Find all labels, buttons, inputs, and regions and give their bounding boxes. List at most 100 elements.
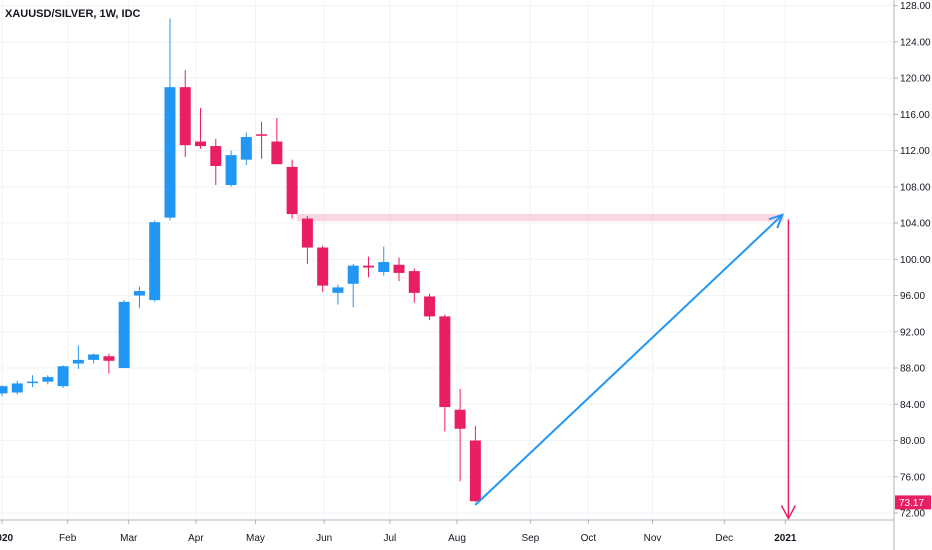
candle [149, 220, 161, 302]
candle [256, 121, 268, 159]
x-tick-label: Mar [120, 533, 138, 544]
y-tick-label: 80.00 [900, 436, 925, 447]
candle [286, 159, 298, 219]
candle-body [133, 291, 145, 296]
candle [332, 284, 344, 305]
x-tick-label: Sep [521, 533, 539, 544]
x-tick-label: Feb [59, 533, 77, 544]
y-tick-label: 104.00 [900, 219, 931, 230]
x-tick-label: Jul [383, 533, 396, 544]
chart-title: XAUUSD/SILVER, 1W, IDC [5, 8, 141, 20]
y-tick-label: 108.00 [900, 182, 931, 193]
y-tick-label: 116.00 [900, 110, 930, 121]
target-zone-layer [296, 214, 784, 222]
candle-body [301, 218, 313, 248]
y-tick-label: 88.00 [900, 364, 925, 375]
y-tick-label: 124.00 [900, 37, 931, 48]
candle-body [195, 141, 207, 147]
y-tick-label: 112.00 [900, 146, 930, 157]
candle-body [317, 247, 329, 286]
candle [88, 353, 100, 364]
candle [42, 375, 54, 385]
candle-body [454, 409, 466, 429]
target-arrow-head [780, 505, 797, 521]
x-tick-label: 2020 [0, 533, 14, 544]
candle [27, 375, 39, 388]
candle [424, 293, 436, 321]
candle-body [179, 87, 191, 146]
x-tick-label: Aug [448, 533, 466, 544]
candle [179, 69, 191, 157]
candle-body [88, 354, 100, 360]
x-tick-label: Oct [581, 533, 597, 544]
candle [240, 132, 252, 166]
price-label-bg [895, 495, 931, 510]
candle [347, 263, 359, 308]
candle [317, 245, 329, 292]
x-tick-label: Nov [644, 533, 662, 544]
candle-body [11, 383, 23, 393]
candle [271, 117, 283, 165]
candle [164, 18, 176, 221]
candle-body [393, 264, 405, 273]
candle [72, 345, 84, 369]
candle [210, 138, 222, 186]
candle-body [225, 155, 237, 186]
y-tick-label: 76.00 [900, 472, 925, 483]
candle [11, 380, 23, 395]
candle [439, 314, 451, 432]
x-tick-label: 2021 [774, 533, 797, 544]
candle-body [240, 137, 252, 160]
y-tick-label: 120.00 [900, 74, 931, 85]
candle [393, 257, 405, 282]
candle [225, 150, 237, 187]
x-tick-label: Jun [316, 533, 332, 544]
projection-arrow-line [474, 214, 783, 506]
y-tick-label: 96.00 [900, 291, 925, 302]
y-tick-label: 84.00 [900, 400, 925, 411]
candle-body [42, 377, 54, 382]
candle-body [256, 134, 268, 136]
candle-body [0, 386, 8, 394]
x-tick-label: Apr [188, 533, 204, 544]
grid [0, 0, 894, 520]
y-tick-label: 72.00 [900, 509, 925, 520]
candle [454, 388, 466, 482]
candle [118, 300, 130, 369]
candle [0, 385, 8, 397]
candle-body [378, 262, 390, 273]
y-tick-label: 92.00 [900, 327, 925, 338]
candle [362, 256, 374, 278]
candle-body [149, 222, 161, 301]
candle-body [347, 265, 359, 284]
candle [469, 426, 481, 503]
x-tick-label: May [246, 533, 265, 544]
candles [0, 18, 481, 503]
candle-body [424, 296, 436, 317]
candle-body [439, 316, 451, 407]
candle-body [27, 381, 39, 384]
projection-arrow-head [768, 213, 784, 229]
target-zone [296, 214, 784, 222]
candle [301, 215, 313, 264]
candle-body [362, 265, 374, 268]
y-tick-label: 100.00 [900, 255, 931, 266]
candle-body [271, 141, 283, 165]
candle [408, 268, 420, 303]
candle [378, 246, 390, 276]
candle-body [286, 166, 298, 215]
candle-body [408, 271, 420, 293]
x-tick-label: Dec [715, 533, 733, 544]
candle [195, 108, 207, 149]
candle-body [469, 440, 481, 502]
candle-body [103, 356, 115, 361]
candle-body [210, 146, 222, 167]
candle [133, 286, 145, 309]
candle-body [332, 287, 344, 293]
candle-body [57, 366, 69, 387]
candle [57, 365, 69, 388]
candle-body [72, 359, 84, 364]
candle [103, 353, 115, 374]
candle-body [118, 301, 130, 369]
